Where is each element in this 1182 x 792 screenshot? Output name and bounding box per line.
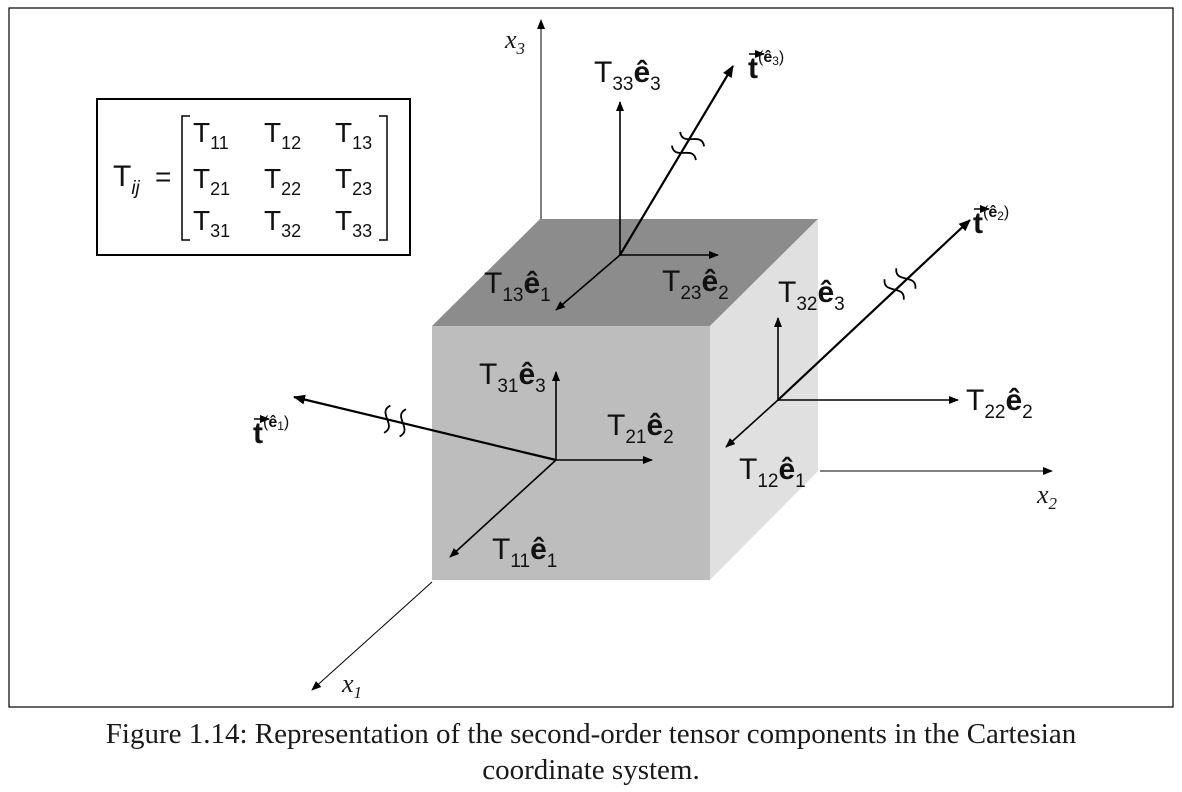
matrix-entry-21: T21 bbox=[193, 163, 230, 199]
label-T33: T33ê3 bbox=[594, 56, 661, 95]
label-T23: T23ê2 bbox=[662, 265, 729, 304]
t3-traction-arrow bbox=[619, 65, 734, 256]
matrix-lhs: Tij bbox=[113, 160, 141, 199]
matrix-entry-22: T22 bbox=[264, 163, 301, 199]
x2-label: x2 bbox=[1036, 480, 1058, 513]
matrix-entry-11: T11 bbox=[193, 117, 229, 153]
right-face-vectors bbox=[725, 219, 971, 448]
caption-line-2: coordinate system. bbox=[482, 754, 700, 786]
svg-text:t(ê1): t(ê1) bbox=[253, 414, 289, 450]
t11-arrow bbox=[449, 459, 557, 558]
figure-frame bbox=[8, 7, 1174, 708]
label-T32: T32ê3 bbox=[778, 276, 845, 315]
cube-right-face bbox=[710, 219, 818, 580]
matrix-equals: = bbox=[155, 161, 171, 192]
caption-line-1: Figure 1.14: Representation of the secon… bbox=[105, 718, 1077, 750]
t2-traction-arrow bbox=[777, 219, 971, 401]
x3-label: x3 bbox=[504, 25, 525, 58]
matrix-right-bracket bbox=[379, 115, 388, 241]
t3-break-symbol bbox=[670, 131, 706, 161]
label-T12: T12ê1 bbox=[739, 453, 806, 492]
matrix-entry-33: T33 bbox=[335, 205, 372, 241]
label-T22: T22ê2 bbox=[966, 384, 1033, 423]
matrix-entry-13: T13 bbox=[335, 117, 372, 153]
top-face-vectors bbox=[555, 65, 734, 311]
matrix-entry-32: T32 bbox=[264, 205, 301, 241]
label-T21: T21ê2 bbox=[607, 409, 674, 448]
label-t1: t(ê1) bbox=[253, 414, 289, 450]
matrix-entry-23: T23 bbox=[335, 163, 372, 199]
label-T13: T13ê1 bbox=[484, 267, 551, 306]
label-t2: t(ê2) bbox=[973, 204, 1009, 240]
svg-text:t(ê2): t(ê2) bbox=[973, 204, 1009, 240]
t12-arrow bbox=[725, 399, 779, 448]
t2-break-symbol bbox=[883, 268, 917, 300]
svg-text:t(ê3): t(ê3) bbox=[748, 49, 784, 85]
x1-axis bbox=[311, 581, 433, 691]
t1-break-symbol bbox=[383, 404, 407, 438]
x1-label: x1 bbox=[341, 669, 362, 702]
label-T11: T11ê1 bbox=[492, 533, 557, 572]
front-face-vectors bbox=[293, 371, 653, 558]
matrix-entry-31: T31 bbox=[193, 205, 230, 241]
label-T31: T31ê3 bbox=[479, 358, 546, 397]
figure-caption: Figure 1.14: Representation of the secon… bbox=[0, 716, 1182, 788]
matrix-box bbox=[96, 98, 411, 256]
matrix-left-bracket bbox=[181, 115, 190, 241]
t13-arrow bbox=[555, 254, 621, 311]
matrix-entry-12: T12 bbox=[264, 117, 301, 153]
cube-top-face bbox=[432, 219, 818, 326]
cube-front-face bbox=[432, 326, 710, 580]
label-t3: t(ê3) bbox=[748, 49, 784, 85]
matrix-equation: Tij = T11 T12 T13 T21 T22 T23 T31 T32 T3… bbox=[113, 115, 388, 241]
t1-traction-arrow bbox=[293, 394, 557, 462]
